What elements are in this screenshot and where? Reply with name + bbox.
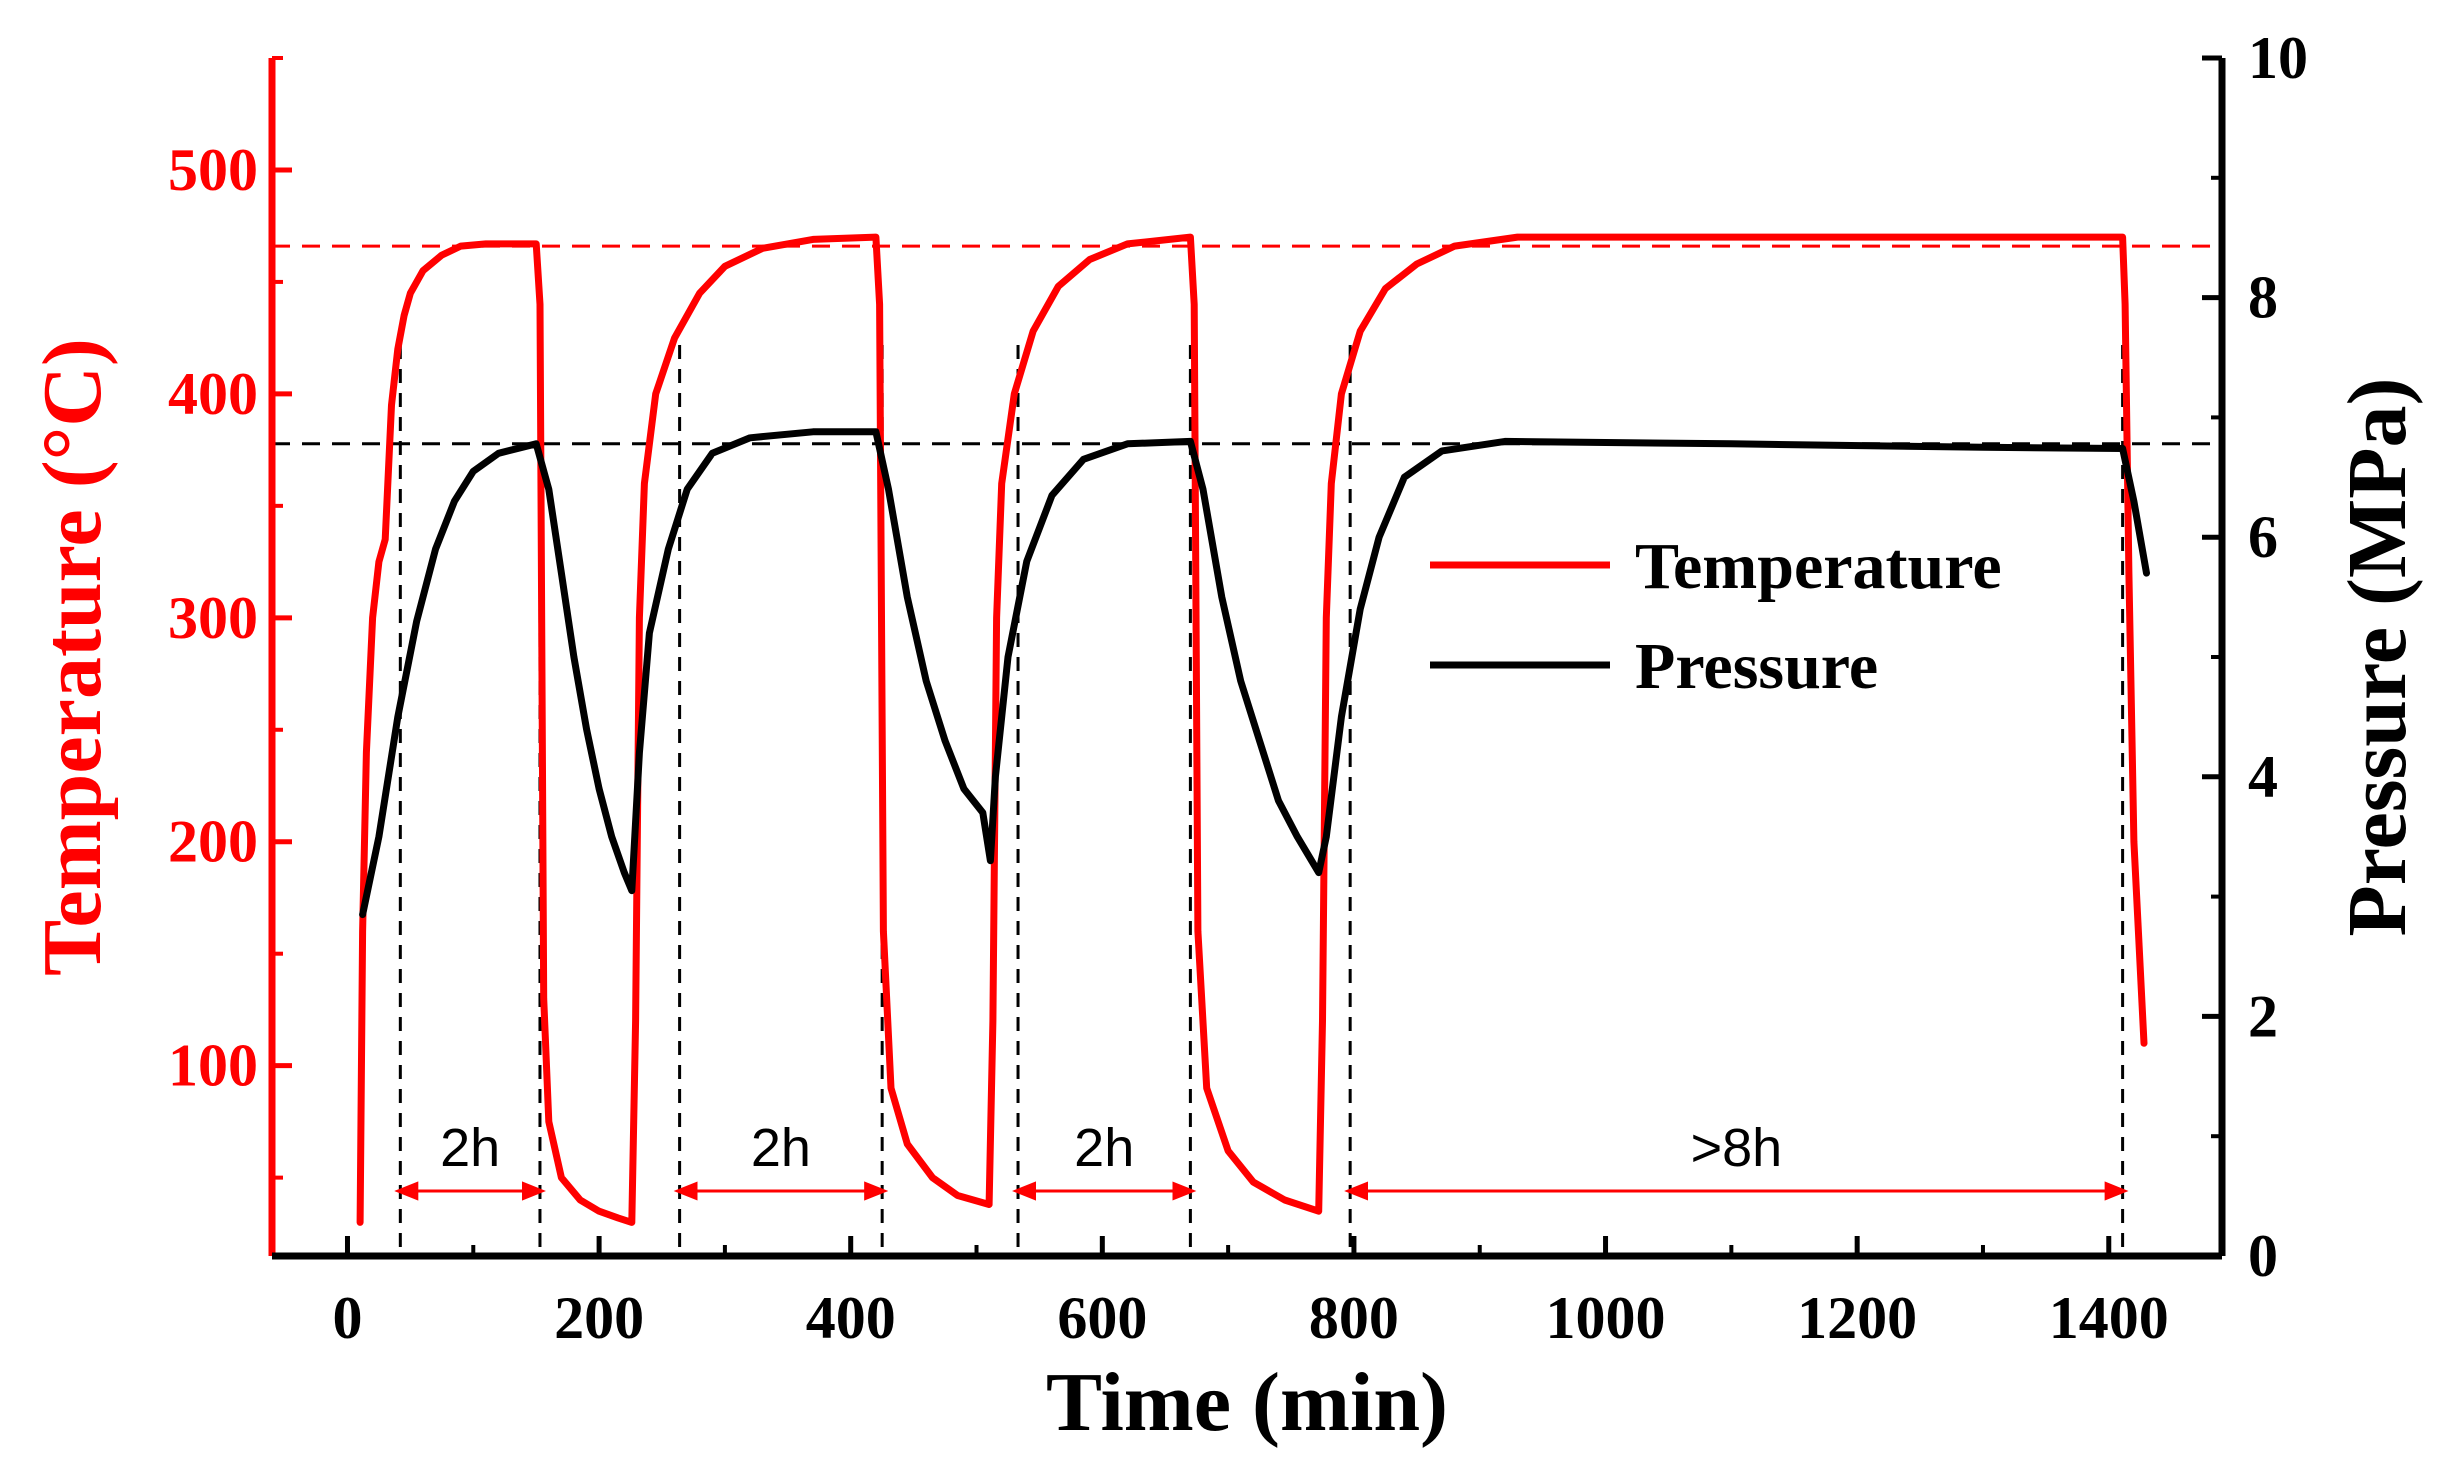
- x-tick-label-200: 200: [554, 1285, 644, 1351]
- left-tick-label-500: 500: [168, 137, 258, 203]
- right-tick-label-4: 4: [2248, 744, 2278, 810]
- left-tick-label-400: 400: [168, 361, 258, 427]
- right-axis-title: Pressure (MPa): [2331, 377, 2424, 936]
- period-label-3: >8h: [1691, 1118, 1783, 1178]
- period-label-2: 2h: [1074, 1118, 1134, 1178]
- x-axis-title: Time (min): [1046, 1356, 1448, 1449]
- x-tick-label-1400: 1400: [2049, 1285, 2169, 1351]
- left-axis-title: Temperature (°C): [26, 338, 119, 976]
- x-tick-label-1200: 1200: [1797, 1285, 1917, 1351]
- right-tick-label-0: 0: [2248, 1223, 2278, 1289]
- right-tick-label-8: 8: [2248, 265, 2278, 331]
- x-tick-label-400: 400: [806, 1285, 896, 1351]
- legend-label-pressure: Pressure: [1635, 630, 1878, 703]
- x-tick-label-0: 0: [332, 1285, 362, 1351]
- legend-label-temperature: Temperature: [1635, 530, 2002, 603]
- x-tick-label-800: 800: [1309, 1285, 1399, 1351]
- x-tick-label-1000: 1000: [1546, 1285, 1666, 1351]
- period-label-0: 2h: [440, 1118, 500, 1178]
- plot-area: 2h 2h 2h >8h0 200 400 600 800 1000 1200 1400100200…: [26, 25, 2424, 1449]
- period-label-1: 2h: [751, 1118, 811, 1178]
- right-tick-label-6: 6: [2248, 504, 2278, 570]
- series-line-temperature: [356, 233, 2148, 1226]
- left-tick-label-300: 300: [168, 585, 258, 651]
- right-tick-label-10: 10: [2248, 25, 2308, 91]
- right-tick-label-2: 2: [2248, 983, 2278, 1049]
- series-line-pressure: [359, 428, 2150, 919]
- left-tick-label-100: 100: [168, 1033, 258, 1099]
- left-tick-label-200: 200: [168, 809, 258, 875]
- x-tick-label-600: 600: [1057, 1285, 1147, 1351]
